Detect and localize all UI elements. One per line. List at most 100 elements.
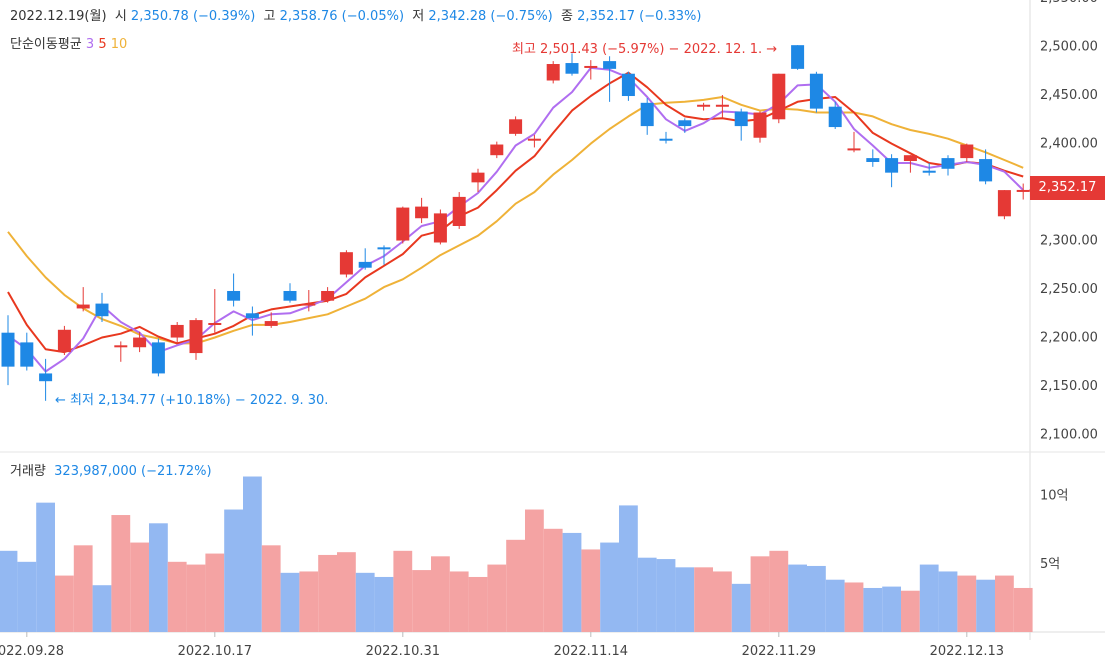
volume-bar [431,556,450,632]
ma-legend: 단순이동평균 3 5 10 [10,33,127,52]
candle-body [791,45,805,69]
low-annotation: ← 최저 2,134.77 (+10.18%) − 2022. 9. 30. [55,393,329,408]
time-tick-label: 2022.11.29 [742,644,816,659]
close-value: 2,352.17 (−0.33%) [577,9,702,24]
candle-body [941,158,955,169]
candle-body [697,104,711,107]
candle-body [1016,189,1030,192]
volume-bar [374,576,394,632]
price-tick-label: 2,200.00 [1040,331,1098,346]
candle-body [151,342,165,374]
volume-bar [543,528,563,632]
current-price-label: 2,352.17 [1030,176,1105,200]
low-label: 저 [412,9,425,24]
time-tick-label: 2022.11.14 [554,644,628,659]
candle-body [471,172,485,183]
volume-bar [243,476,262,632]
candle-body [20,342,34,367]
candle-body [245,313,259,319]
volume-bar [525,509,544,632]
volume-bar [807,565,826,632]
volume-bar [318,554,337,632]
volume-bar [731,583,751,632]
time-tick-label: 2022.10.17 [178,644,252,659]
volume-bar [92,585,112,632]
ma3-legend: 3 [85,37,95,52]
candle-body [95,303,109,317]
volume-bar [675,567,695,632]
volume-bar [130,542,149,632]
candle-body [584,65,598,68]
volume-bar [562,532,582,632]
volume-bar [825,579,845,632]
volume-bar [882,586,901,632]
candle-body [57,329,71,353]
volume-bar [111,515,131,632]
volume-bar [468,576,488,632]
volume-bar [73,545,93,632]
candle-body [452,196,466,226]
volume-bar [393,550,413,632]
candle-body [170,324,184,338]
candle-body [678,120,692,127]
volume-bar [656,559,676,632]
price-tick-label: 2,550.00 [1040,0,1098,6]
candle-body [828,106,842,128]
price-tick-label: 2,150.00 [1040,379,1098,394]
volume-bar [0,550,18,632]
candle-body [133,337,147,348]
volume-bar [17,561,37,632]
ohlc-info: 2022.12.19(월) 시 2,350.78 (−0.39%) 고 2,35… [10,5,701,24]
candle-body [264,321,278,326]
candle-body [321,290,335,301]
ma3-line [7,66,1024,373]
candle-body [979,159,993,182]
candle-body [885,158,899,173]
candle-body [753,112,767,138]
candle-body [189,320,203,354]
ma10-legend: 10 [110,37,128,52]
volume-bar [750,556,770,632]
volume-bar [769,550,789,632]
volume-bar [487,564,507,632]
open-label: 시 [114,9,127,24]
volume-bar [412,570,431,632]
volume-bar [506,539,525,632]
candle-body [621,73,635,97]
candle-body [603,61,617,69]
volume-bar [186,564,206,632]
close-label: 종 [561,9,573,24]
high-label: 고 [263,9,276,24]
volume-bar [205,553,225,632]
price-tick-label: 2,450.00 [1040,88,1098,103]
volume-bar [449,571,469,632]
candle-body [227,290,241,301]
candle-body [565,63,579,74]
volume-legend-label: 거래량 [10,464,46,479]
ma-legend-label: 단순이동평균 [10,37,82,52]
price-tick-label: 2,400.00 [1040,137,1098,152]
volume-bar [36,502,55,632]
volume-bar [957,575,977,632]
volume-bar [713,571,732,632]
price-tick-label: 2,300.00 [1040,234,1098,249]
candle-body [490,144,504,156]
volume-bar [337,552,356,632]
volume-bar [637,557,657,632]
info-date: 2022.12.19(월) [10,9,107,24]
time-tick-label: 2022.10.31 [366,644,440,659]
candle-body [809,73,823,109]
candle-body [76,304,90,309]
candle-body [396,207,410,241]
price-tick-label: 2,500.00 [1040,40,1098,55]
candle-body [659,138,673,141]
volume-bar [600,542,619,632]
volume-bar [901,590,920,632]
volume-bar [581,549,601,632]
candle-body [339,252,353,275]
volume-bar [224,509,243,632]
volume-bar [995,575,1014,632]
time-tick-label: 2022.09.28 [0,644,64,659]
volume-bar [863,587,883,632]
